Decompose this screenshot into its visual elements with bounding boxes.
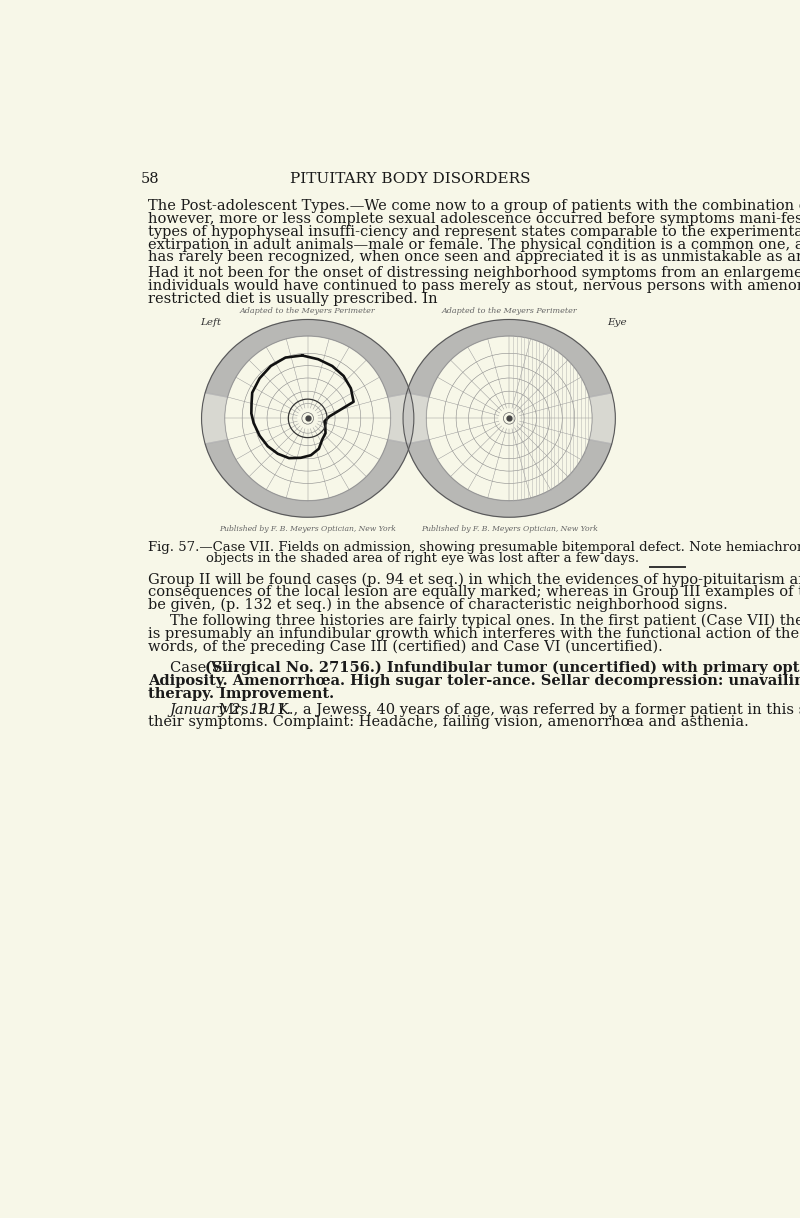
Text: objects in the shaded area of right eye was lost after a few days.: objects in the shaded area of right eye … (206, 552, 639, 565)
Text: Group II will be found cases (p. 94 et seq.) in which the evidences of hypo­pitu: Group II will be found cases (p. 94 et s… (148, 572, 800, 587)
Polygon shape (406, 319, 612, 397)
Text: is presumably an infundibular growth which interferes with the functional action: is presumably an infundibular growth whi… (148, 626, 800, 641)
Text: (Surgical No. 27156.) Infundibular tumor (uncertified) with primary optic atroph: (Surgical No. 27156.) Infundibular tumor… (206, 661, 800, 676)
Text: Adiposity. Amenorrhœa. High sugar toler­ance. Sellar decompression: unavailing. : Adiposity. Amenorrhœa. High sugar toler­… (148, 674, 800, 688)
Text: individuals would have continued to pass merely as stout, nervous persons with a: individuals would have continued to pass… (148, 279, 800, 294)
Text: January 2, 1911.: January 2, 1911. (170, 703, 292, 716)
Polygon shape (388, 392, 414, 443)
Text: Adapted to the Meyers Perimeter: Adapted to the Meyers Perimeter (240, 307, 375, 314)
Polygon shape (406, 440, 612, 518)
Text: words, of the preceding Case III (certified) and Case VI (uncertified).: words, of the preceding Case III (certif… (148, 639, 662, 654)
Text: Left: Left (200, 318, 221, 326)
Text: Published by F. B. Meyers Optician, New York: Published by F. B. Meyers Optician, New … (219, 525, 396, 533)
Text: consequences of the local lesion are equally marked; whereas in Group III exampl: consequences of the local lesion are equ… (148, 585, 800, 599)
Text: therapy. Improvement.: therapy. Improvement. (148, 687, 334, 700)
Polygon shape (590, 392, 615, 443)
Polygon shape (205, 319, 410, 397)
Text: The following three histories are fairly typical ones. In the first patient (Cas: The following three histories are fairly… (170, 614, 800, 628)
Text: their symptoms. Complaint: Headache, failing vision, amenorrhœa and asthenia.: their symptoms. Complaint: Headache, fai… (148, 715, 749, 730)
Polygon shape (205, 440, 410, 518)
Polygon shape (202, 392, 228, 443)
Text: Fig. 57.—Case VII. Fields on admission, showing presumable bitemporal defect. No: Fig. 57.—Case VII. Fields on admission, … (148, 541, 800, 554)
Text: Had it not been for the onset of distressing neighborhood symptoms from an enlar: Had it not been for the onset of distres… (148, 267, 800, 280)
Polygon shape (403, 392, 429, 443)
Text: The Post-adolescent Types.—We come now to a group of patients with the combinati: The Post-adolescent Types.—We come now t… (148, 200, 800, 213)
Text: PITUITARY BODY DISORDERS: PITUITARY BODY DISORDERS (290, 172, 530, 185)
Text: Published by F. B. Meyers Optician, New York: Published by F. B. Meyers Optician, New … (421, 525, 598, 533)
Text: Case VII.: Case VII. (170, 661, 238, 675)
Text: 58: 58 (140, 172, 159, 185)
Text: has rarely been recognized, when once seen and appreciated it is as unmistakable: has rarely been recognized, when once se… (148, 251, 800, 264)
Text: extirpation in adult animals—male or female. The physical condition is a common : extirpation in adult animals—male or fem… (148, 238, 800, 252)
Text: be given, (p. 132 et seq.) in the absence of characteristic neighborhood signs.: be given, (p. 132 et seq.) in the absenc… (148, 598, 728, 613)
Text: restricted diet is usually prescribed. In: restricted diet is usually prescribed. I… (148, 292, 438, 306)
Text: Adapted to the Meyers Perimeter: Adapted to the Meyers Perimeter (442, 307, 577, 314)
Text: Eye: Eye (607, 318, 627, 326)
Text: Mrs. R. K., a Jewess, 40 years of age, was referred by a former patient in this : Mrs. R. K., a Jewess, 40 years of age, w… (219, 703, 800, 716)
Text: however, more or less complete sexual adolescence occurred before symptoms mani­: however, more or less complete sexual ad… (148, 212, 800, 227)
Text: types of hypophyseal insuffi­ciency and represent states comparable to the exper: types of hypophyseal insuffi­ciency and … (148, 225, 800, 239)
